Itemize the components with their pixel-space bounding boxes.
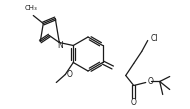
Text: O: O [66, 70, 72, 79]
Text: CH₃: CH₃ [25, 4, 38, 10]
Text: O: O [148, 77, 154, 86]
Text: Cl: Cl [151, 34, 158, 43]
Text: O: O [131, 98, 137, 107]
Text: N: N [57, 41, 63, 50]
